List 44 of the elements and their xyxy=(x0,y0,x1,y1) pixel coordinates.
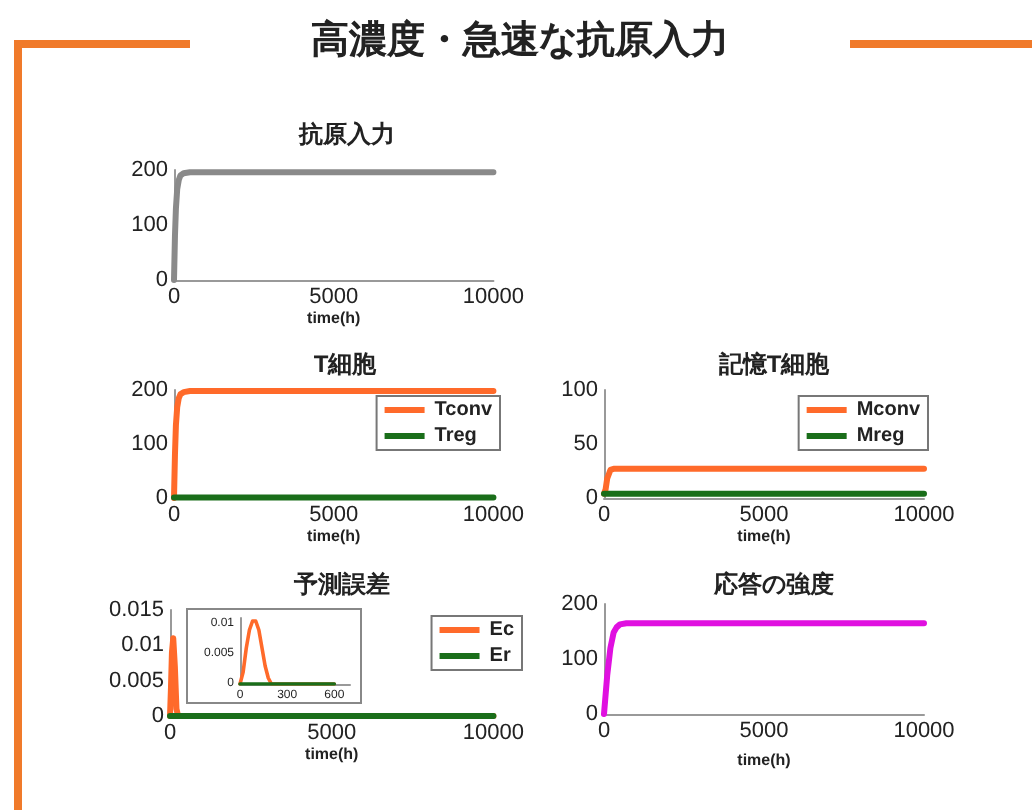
x-tick-label: 10000 xyxy=(893,719,955,743)
y-tick-label: 100 xyxy=(561,378,598,402)
y-tick-label: 0 xyxy=(155,486,168,510)
legend-label: Tconv xyxy=(434,399,493,421)
y-tick-label: 200 xyxy=(561,592,598,616)
y-tick-label: 0.01 xyxy=(121,633,164,658)
y-tick-label: 50 xyxy=(573,432,598,456)
legend-label: Mconv xyxy=(856,399,921,421)
legend-label: Mreg xyxy=(856,425,905,447)
y-tick-label: 0 xyxy=(585,486,598,510)
x-axis-title: time(h) xyxy=(737,750,792,769)
y-tick-label: 100 xyxy=(561,647,598,671)
y-tick-label: 0.015 xyxy=(108,598,164,622)
legend-label: Ec xyxy=(489,619,515,641)
y-tick-label: 200 xyxy=(131,158,168,182)
x-axis-title: time(h) xyxy=(737,526,792,545)
text: 高濃度・急速な抗原入力 xyxy=(311,18,729,62)
x-tick-label: 5000 xyxy=(309,503,359,527)
chart-title: 抗原入力 xyxy=(297,120,395,148)
chart-title: 記憶T細胞 xyxy=(716,350,832,378)
x-axis-title: time(h) xyxy=(307,308,362,327)
x-axis-title: time(h) xyxy=(305,744,360,763)
x-tick-label: 10000 xyxy=(462,721,525,745)
y-tick-label: 100 xyxy=(131,432,168,456)
line-series xyxy=(171,388,497,501)
legend-label: Treg xyxy=(434,425,477,447)
x-tick-label: 5000 xyxy=(309,285,359,309)
line-series xyxy=(171,169,497,283)
legend-label: Er xyxy=(489,645,511,667)
x-tick-label: 10000 xyxy=(462,503,525,527)
y-tick-label: 100 xyxy=(131,213,168,237)
y-tick-label: 0 xyxy=(155,268,168,292)
chart-title: 予測誤差 xyxy=(292,570,390,598)
x-axis-title: time(h) xyxy=(307,526,362,545)
chart-title: T細胞 xyxy=(313,350,379,378)
y-tick-label: 200 xyxy=(131,378,168,402)
x-tick-label: 5000 xyxy=(307,721,357,745)
y-tick-label: 0.005 xyxy=(108,668,164,693)
x-tick-label: 10000 xyxy=(893,503,955,527)
x-tick-label: 10000 xyxy=(462,285,525,309)
x-tick-label: 5000 xyxy=(739,503,789,527)
chart-title: 応答の強度 xyxy=(712,570,834,598)
y-tick-label: 0 xyxy=(151,704,164,728)
x-tick-label: 5000 xyxy=(739,719,789,743)
